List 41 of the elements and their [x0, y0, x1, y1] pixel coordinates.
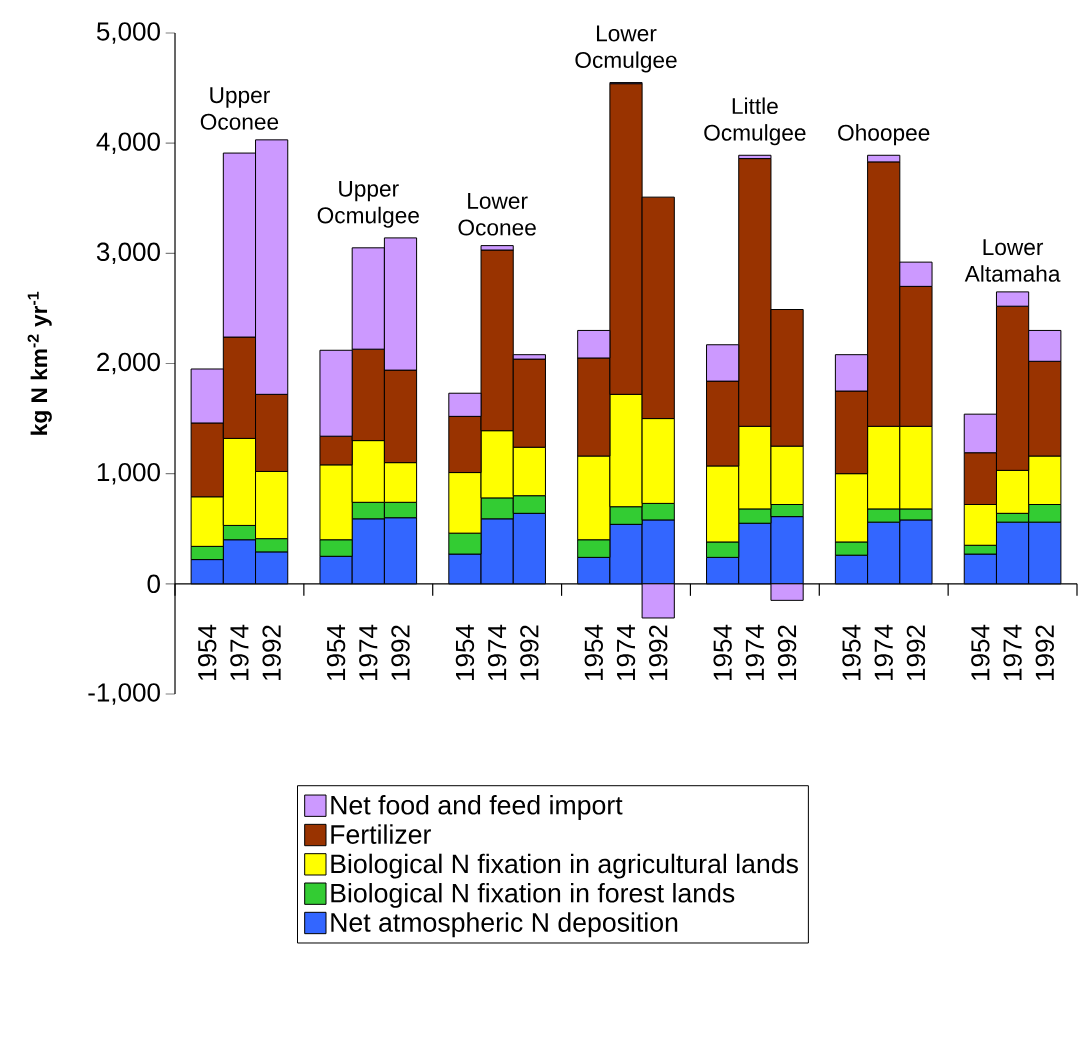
- y-tick-label: 0: [147, 574, 160, 594]
- legend-label: Biological N fixation in agricultural lands: [331, 853, 798, 879]
- y-tick-label: 1,000: [97, 462, 160, 485]
- x-tick-label: 1992: [262, 625, 281, 680]
- x-tick-label: 1992: [649, 625, 668, 680]
- legend-label: Fertilizer: [331, 824, 431, 844]
- y-tick-label: -1,000: [88, 683, 160, 705]
- x-tick-label: 1954: [971, 624, 990, 680]
- x-tick-label: 1992: [520, 625, 539, 680]
- x-tick-label: 1954: [198, 624, 217, 680]
- x-tick-label: 1992: [777, 625, 797, 680]
- annotation: Upper Ocmulgee: [317, 180, 419, 228]
- x-tick-label: 1974: [1003, 624, 1022, 680]
- y-tick-label: 3,000: [96, 242, 160, 265]
- y-axis-title: kg N km$^{-2}$ yr$^{-1}$: [27, 291, 52, 435]
- annotation: Ohoopee: [838, 124, 930, 146]
- legend-label: Biological N fixation in forest lands: [331, 883, 735, 908]
- x-tick-label: 1954: [713, 624, 732, 680]
- annotation: Lower Oconee: [458, 193, 536, 236]
- x-tick-label: 1974: [616, 624, 636, 680]
- x-tick-label: 1954: [455, 624, 475, 680]
- legend-label: Net food and feed import: [331, 795, 623, 820]
- annotation: Lower Ocmulgee: [575, 25, 677, 73]
- x-tick-label: 1974: [874, 624, 893, 680]
- x-tick-label: 1954: [326, 624, 346, 680]
- annotation: Lower Altamaha: [964, 239, 1061, 282]
- y-tick-label: 5,000: [96, 22, 160, 44]
- x-tick-label: 1974: [230, 624, 249, 680]
- annotation: Little Ocmulgee: [704, 97, 806, 146]
- x-tick-label: 1954: [842, 624, 861, 680]
- annotation: Upper Oconee: [200, 87, 279, 130]
- x-tick-label: 1992: [906, 625, 926, 680]
- x-tick-label: 1992: [1035, 625, 1054, 680]
- legend-label: Net atmospheric N deposition: [331, 912, 678, 938]
- y-tick-label: 2,000: [97, 352, 160, 375]
- y-tick-label: 4,000: [96, 132, 160, 154]
- x-tick-label: 1992: [391, 625, 410, 680]
- x-tick-label: 1974: [745, 624, 765, 680]
- x-tick-label: 1974: [487, 624, 507, 680]
- x-tick-label: 1974: [359, 624, 378, 680]
- x-tick-label: 1954: [584, 624, 603, 680]
